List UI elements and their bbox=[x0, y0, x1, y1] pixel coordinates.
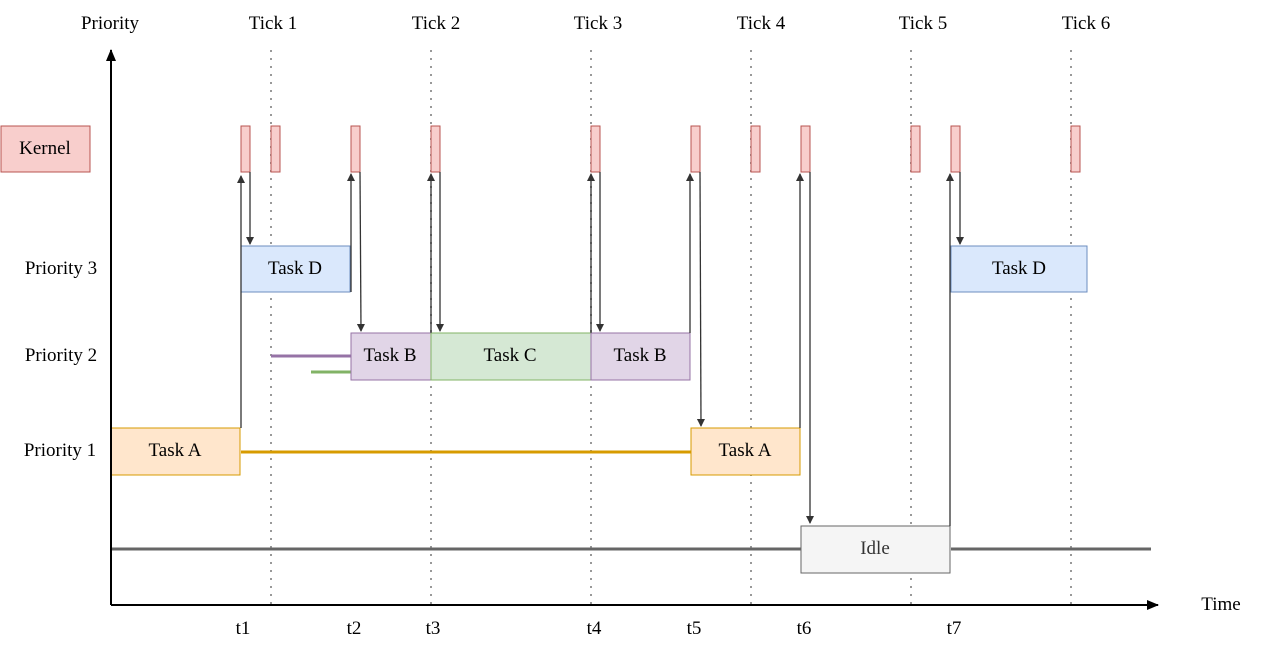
kernel-block bbox=[1070, 125, 1081, 173]
task-d-label-2: Task D bbox=[992, 258, 1046, 279]
time-marker-t6: t6 bbox=[797, 618, 812, 639]
kernel-block bbox=[240, 125, 251, 173]
tick-label-4: Tick 4 bbox=[737, 13, 786, 34]
context-switch-arrows bbox=[237, 171, 964, 526]
task-a-label-1: Task A bbox=[148, 440, 201, 461]
task-b-label-2: Task B bbox=[613, 345, 666, 366]
task-b-block-1 bbox=[350, 332, 432, 381]
kernel-label: Kernel bbox=[19, 138, 71, 159]
time-marker-t5: t5 bbox=[687, 618, 702, 639]
task-c-block bbox=[430, 332, 592, 381]
kernel-block bbox=[800, 125, 811, 173]
task-d-block-2 bbox=[950, 245, 1088, 293]
kernel-block bbox=[910, 125, 921, 173]
x-axis-label: Time bbox=[1201, 594, 1240, 615]
kernel-block bbox=[350, 125, 361, 173]
task-a-block-2 bbox=[690, 427, 801, 476]
priority-1-label: Priority 1 bbox=[24, 440, 96, 461]
kernel-block bbox=[950, 125, 961, 173]
time-marker-t2: t2 bbox=[347, 618, 362, 639]
kernel-label-box bbox=[0, 125, 91, 173]
time-marker-t1: t1 bbox=[236, 618, 251, 639]
kernel-block bbox=[590, 125, 601, 173]
task-b-block-2 bbox=[590, 332, 691, 381]
priority-3-label: Priority 3 bbox=[25, 258, 97, 279]
kernel-block bbox=[750, 125, 761, 173]
tick-label-1: Tick 1 bbox=[249, 13, 297, 34]
arrow-down-t5 bbox=[696, 171, 705, 427]
tick-label-6: Tick 6 bbox=[1062, 13, 1110, 34]
task-a-label-2: Task A bbox=[718, 440, 771, 461]
kernel-blocks bbox=[240, 125, 1081, 173]
task-c-label: Task C bbox=[483, 345, 536, 366]
time-marker-t3: t3 bbox=[426, 618, 441, 639]
task-a-block-1 bbox=[110, 427, 241, 476]
tick-label-5: Tick 5 bbox=[899, 13, 947, 34]
tick-label-3: Tick 3 bbox=[574, 13, 622, 34]
priority-2-label: Priority 2 bbox=[25, 345, 97, 366]
kernel-block bbox=[430, 125, 441, 173]
time-marker-t4: t4 bbox=[587, 618, 602, 639]
kernel-block bbox=[690, 125, 701, 173]
arrow-down-t2 bbox=[356, 171, 365, 332]
idle-block bbox=[800, 525, 951, 574]
task-d-label-1: Task D bbox=[268, 258, 322, 279]
idle-label: Idle bbox=[860, 538, 890, 559]
tick-label-2: Tick 2 bbox=[412, 13, 460, 34]
y-axis-label: Priority bbox=[81, 13, 140, 34]
task-b-label-1: Task B bbox=[363, 345, 416, 366]
time-marker-t7: t7 bbox=[947, 618, 962, 639]
kernel-block bbox=[270, 125, 281, 173]
